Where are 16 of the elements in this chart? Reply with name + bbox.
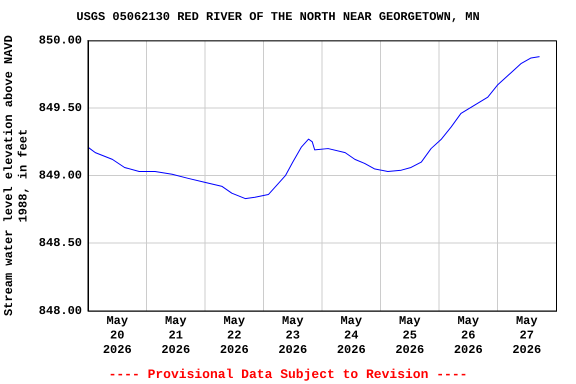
x-tick-label: May 27 2026 — [512, 314, 542, 357]
text: ---- Provisional Data Subject to Revision ---- — [108, 367, 468, 382]
x-tick-label: May 22 2026 — [220, 314, 249, 357]
y-tick-label: 850.00 — [38, 33, 82, 48]
x-tick-label: May 20 2026 — [102, 314, 132, 357]
y-tick-label: 848.50 — [38, 236, 82, 250]
chart-title: USGS 05062130 RED RIVER OF THE NORTH NEAR GEORGETOWN, MN — [76, 10, 480, 24]
y-tick-label: 848.00 — [38, 304, 82, 318]
x-tick-label: May 21 2026 — [161, 314, 190, 357]
x-tick-label: May 23 2026 — [278, 314, 308, 357]
x-tick-label: May 24 2026 — [336, 314, 366, 357]
x-tick-label: May 25 2026 — [395, 314, 424, 357]
x-tick-label: May 26 2026 — [454, 314, 483, 357]
y-tick-label: 849.50 — [38, 101, 82, 116]
y-tick-label: 849.00 — [38, 168, 82, 183]
y-axis-title: Stream water level elevation above NAVD 1988, in feet — [2, 35, 31, 316]
